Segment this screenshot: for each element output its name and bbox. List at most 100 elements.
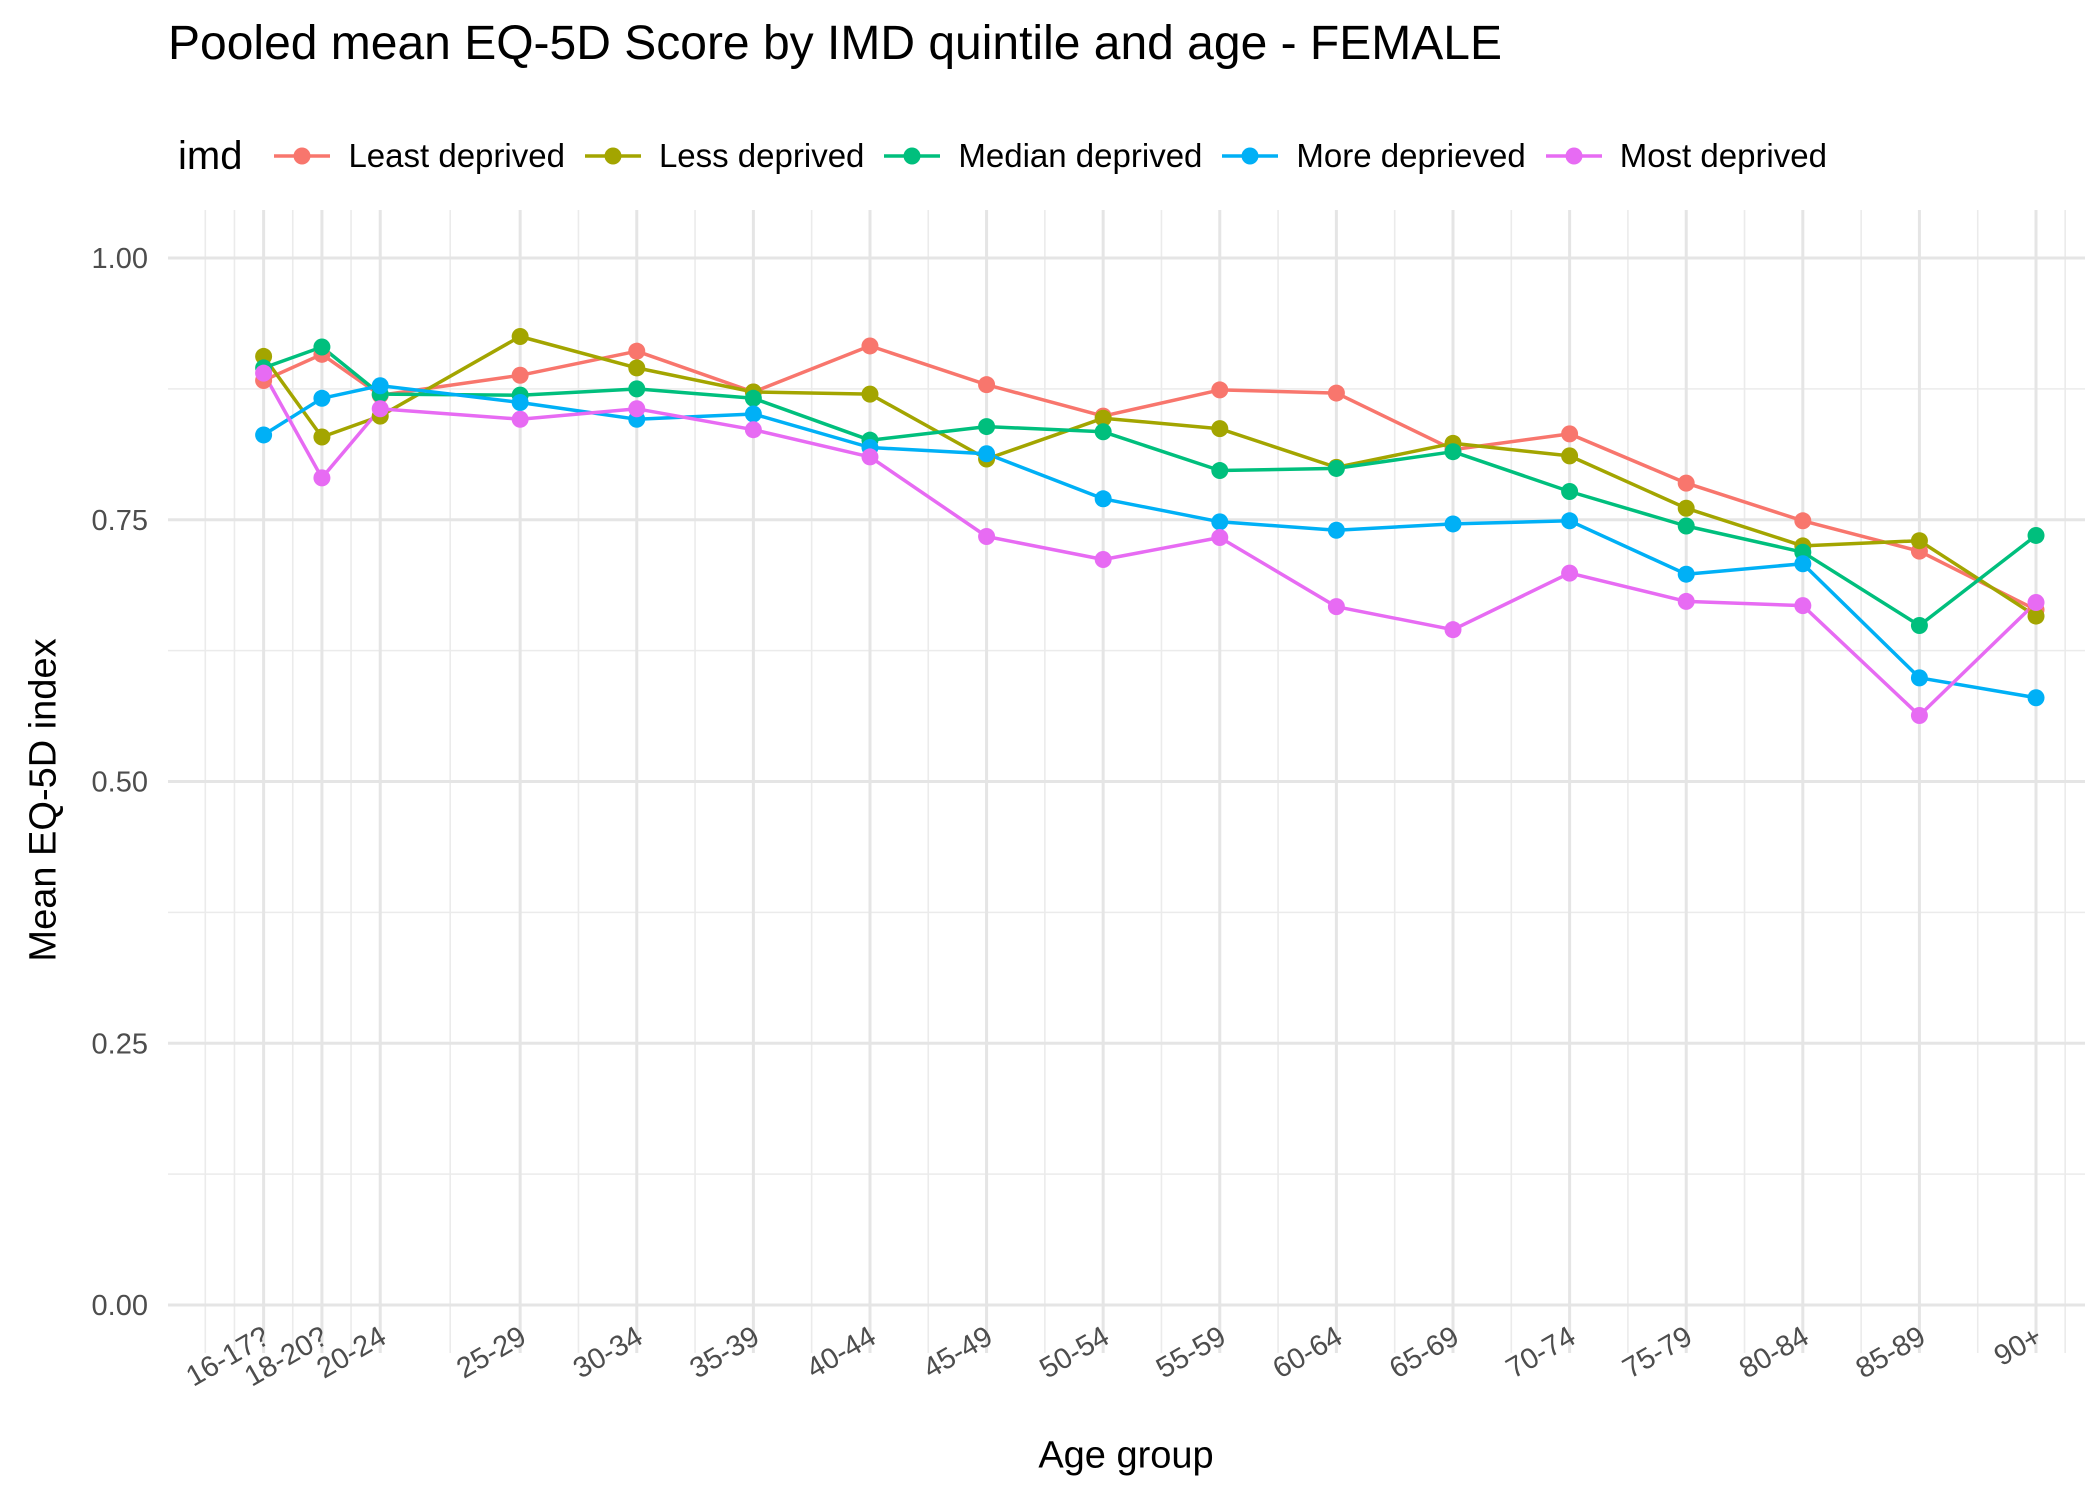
y-tick-label: 0.25 (92, 1028, 148, 1060)
legend-item-more-deprieved: More deprieved (1218, 131, 1526, 181)
series-line (261, 334, 2038, 618)
data-point (628, 359, 646, 377)
x-tick-label: 80-84 (1734, 1320, 1814, 1385)
y-axis-label: Mean EQ-5D index (22, 638, 65, 962)
data-point (744, 389, 762, 407)
data-point (978, 376, 996, 394)
data-point (1444, 515, 1462, 533)
data-point (628, 380, 646, 398)
data-point (255, 426, 273, 444)
x-tick-label: 85-89 (1851, 1320, 1931, 1385)
legend-item-less-deprived: Less deprived (581, 131, 864, 181)
data-point (2027, 607, 2045, 625)
data-point (371, 400, 389, 418)
data-point (255, 364, 273, 382)
data-point (1561, 482, 1579, 500)
data-point (511, 328, 529, 346)
data-point (1677, 474, 1695, 492)
data-point (1794, 597, 1812, 615)
data-point (313, 389, 331, 407)
legend-item-most-deprived: Most deprived (1542, 131, 1827, 181)
data-point (744, 405, 762, 423)
series-line (261, 344, 2038, 612)
data-point (1794, 512, 1812, 530)
data-point (1211, 381, 1229, 399)
legend-item-median-deprived: Median deprived (880, 131, 1202, 181)
data-point (978, 445, 996, 463)
x-tick-label: 50-54 (1034, 1320, 1114, 1385)
data-point (2027, 526, 2045, 544)
legend-key-most-deprived (1545, 147, 1602, 165)
y-tick-label: 0.00 (92, 1290, 148, 1322)
data-point (1910, 707, 1928, 725)
data-point (744, 421, 762, 439)
legend-key-point (293, 147, 311, 165)
data-point (313, 428, 331, 446)
data-point (2027, 689, 2045, 707)
x-axis-label: Age group (1038, 1434, 1214, 1477)
legend-label-most-deprived: Most deprived (1619, 137, 1827, 174)
data-point (1444, 621, 1462, 639)
data-point (1094, 423, 1112, 441)
data-point (1677, 499, 1695, 517)
x-tick-label: 90+ (1989, 1320, 2048, 1372)
data-point (1094, 551, 1112, 569)
data-point (1910, 532, 1928, 550)
data-point (1561, 447, 1579, 465)
data-point (861, 337, 879, 355)
x-tick-label: 75-79 (1617, 1320, 1697, 1385)
legend-label-more-deprieved: More deprieved (1296, 137, 1526, 174)
legend-key-point (1241, 147, 1259, 165)
data-point (1094, 409, 1112, 427)
x-tick-label: 55-59 (1151, 1320, 1231, 1385)
data-point (1677, 592, 1695, 610)
data-point (1211, 420, 1229, 438)
data-point (313, 469, 331, 487)
data-point (1211, 513, 1229, 531)
data-point (1327, 598, 1345, 616)
legend-label-median-deprived: Median deprived (958, 137, 1203, 174)
data-point (313, 338, 331, 356)
data-point (628, 400, 646, 418)
data-point (1211, 529, 1229, 547)
legend-title: imd (178, 133, 243, 178)
legend-key-point (903, 147, 921, 165)
x-tick-label: 65-69 (1384, 1320, 1464, 1385)
data-point (511, 410, 529, 428)
data-point (1677, 517, 1695, 535)
data-point (1561, 564, 1579, 582)
legend-key-more-deprieved (1222, 147, 1279, 165)
data-point (1444, 443, 1462, 461)
y-tick-label: 0.75 (92, 505, 148, 537)
x-tick-label: 30-34 (568, 1320, 648, 1385)
legend-key-point (604, 147, 622, 165)
data-point (1910, 669, 1928, 687)
legend-key-point (1565, 147, 1583, 165)
x-tick-label: 45-49 (918, 1320, 998, 1385)
data-point (2027, 593, 2045, 611)
legend-key-less-deprived (584, 147, 641, 165)
data-point (1561, 425, 1579, 443)
data-point (511, 393, 529, 411)
x-tick-label: 40-44 (801, 1320, 881, 1385)
data-point (1327, 459, 1345, 477)
data-point (861, 448, 879, 466)
data-point (861, 385, 879, 403)
y-tick-label: 1.00 (92, 243, 148, 275)
data-point (1327, 384, 1345, 402)
data-point (371, 377, 389, 395)
data-point (1211, 462, 1229, 480)
data-point (1327, 521, 1345, 539)
x-tick-label: 70-74 (1501, 1320, 1581, 1385)
data-point (1561, 512, 1579, 530)
data-point (1910, 616, 1928, 634)
x-tick-label: 35-39 (685, 1320, 765, 1385)
data-point (628, 342, 646, 360)
data-point (978, 528, 996, 546)
x-tick-label: 60-64 (1268, 1320, 1348, 1385)
y-tick-label: 0.50 (92, 767, 148, 799)
chart-title: Pooled mean EQ-5D Score by IMD quintile … (168, 17, 1502, 70)
data-point (1794, 555, 1812, 573)
legend-key-least-deprived (274, 147, 331, 165)
